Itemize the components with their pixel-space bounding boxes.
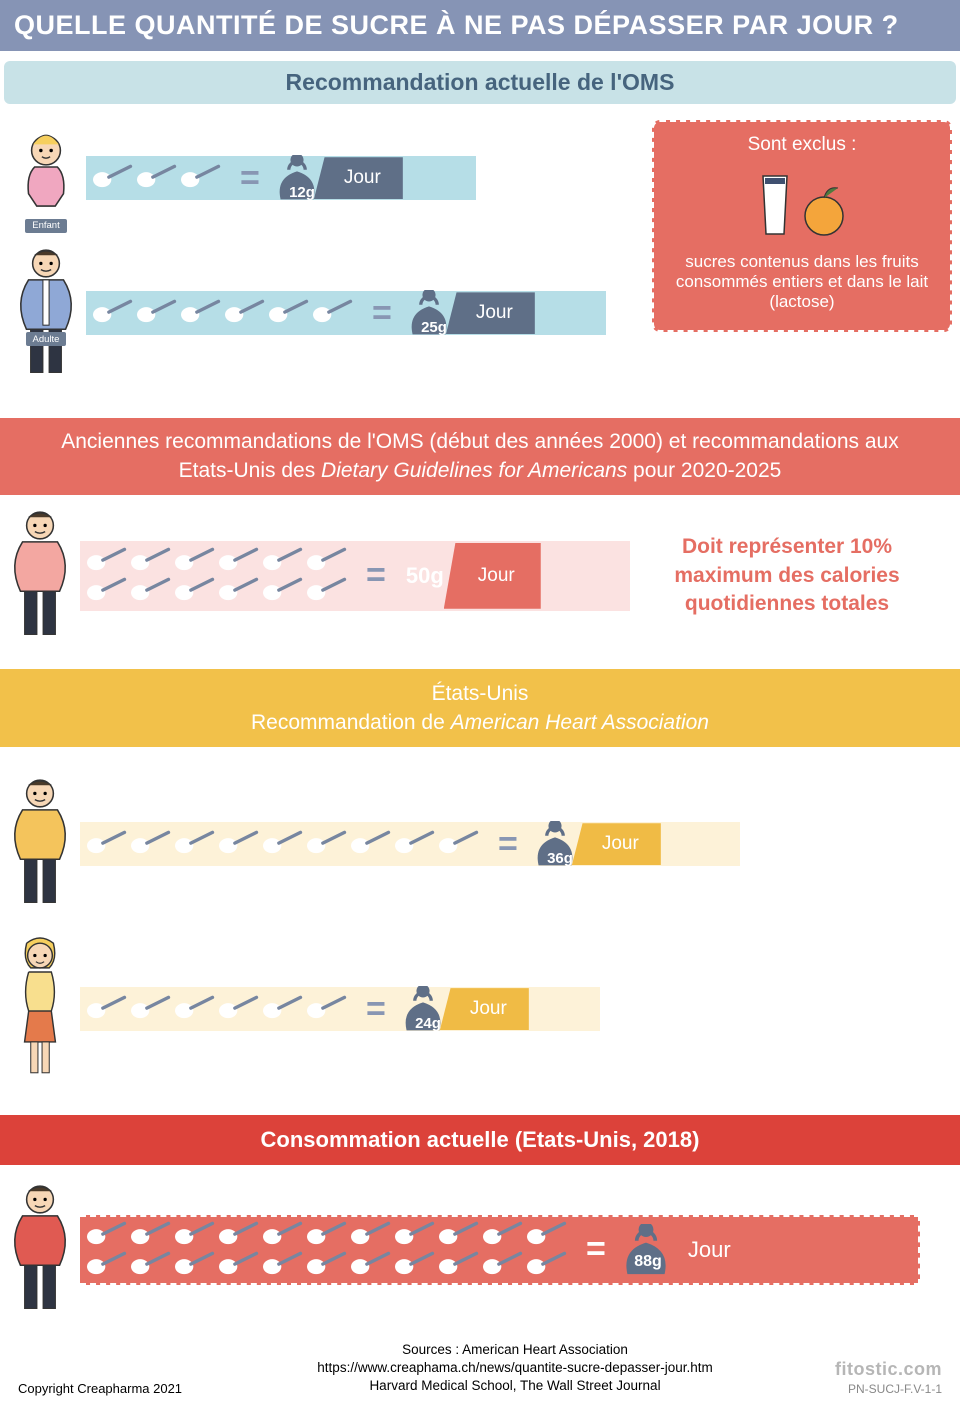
child-spoons: [86, 163, 228, 193]
footer: Copyright Creapharma 2021 Sources : Amer…: [0, 1327, 960, 1400]
weight-icon: 36g: [530, 821, 580, 867]
watermark: fitostic.com: [778, 1359, 942, 1380]
consumption-heading: Consommation actuelle (Etats-Unis, 2018): [0, 1115, 960, 1165]
adult-icon: [10, 247, 82, 381]
old-spoons: [80, 546, 354, 606]
old-heading: Anciennes recommandations de l'OMS (débu…: [0, 418, 960, 495]
sources: Sources : American Heart Association htt…: [182, 1341, 848, 1396]
milk-glass-icon: [755, 170, 795, 240]
aha-man-row: = 36g Jour: [0, 777, 960, 911]
equals-icon: =: [372, 294, 392, 333]
per-day-flag: Jour: [572, 823, 661, 865]
per-day-flag: Jour: [314, 157, 403, 199]
excluded-box: Sont exclus : sucres contenus dans les f…: [652, 120, 952, 332]
per-day-flag: Jour: [444, 543, 541, 609]
svg-text:25g: 25g: [421, 319, 447, 336]
svg-text:24g: 24g: [415, 1015, 441, 1032]
svg-text:88g: 88g: [634, 1253, 662, 1270]
page-title: QUELLE QUANTITÉ DE SUCRE À NE PAS DÉPASS…: [0, 0, 960, 51]
weight-icon: 25g: [404, 290, 454, 336]
weight-icon: 88g: [618, 1224, 674, 1276]
who-adult-row: Adulte = 25g Jour: [6, 247, 638, 381]
consumption-row: = 88g Jour: [0, 1183, 960, 1317]
equals-icon: =: [366, 990, 386, 1029]
who-heading: Recommandation actuelle de l'OMS: [4, 61, 956, 104]
orange-fruit-icon: [799, 170, 849, 240]
equals-icon: =: [240, 159, 260, 198]
man-red-icon: [4, 1183, 76, 1317]
per-day-flag: Jour: [440, 988, 529, 1030]
equals-icon: =: [498, 825, 518, 864]
old-note: Doit représenter 10% maximum des calorie…: [652, 533, 922, 618]
woman-icon: [4, 937, 76, 1081]
svg-text:36g: 36g: [547, 850, 573, 867]
doc-code: PN-SUCJ-F.V-1-1: [848, 1382, 942, 1396]
aha-man-spoons: [80, 829, 486, 859]
adult-spoons: [86, 298, 360, 328]
adult-label: Adulte: [26, 332, 67, 346]
weight-icon: 12g: [272, 155, 322, 201]
aha-woman-spoons: [80, 994, 354, 1024]
svg-text:12g: 12g: [289, 184, 315, 201]
copyright: Copyright Creapharma 2021: [18, 1381, 182, 1396]
equals-icon: =: [586, 1230, 606, 1269]
old-row: = 50g Jour Doit représenter 10% maximum …: [0, 509, 960, 643]
who-child-row: Enfant = 12g Jour: [6, 132, 638, 225]
child-icon: [10, 132, 82, 225]
per-day-flag: Jour: [688, 1237, 731, 1263]
old-grams: 50g: [406, 563, 444, 589]
excluded-text: sucres contenus dans les fruits consommé…: [670, 252, 934, 312]
aha-woman-row: = 24g Jour: [0, 937, 960, 1081]
man-yellow-icon: [4, 777, 76, 911]
child-label: Enfant: [25, 219, 66, 233]
aha-heading: États-Unis Recommandation de American He…: [0, 669, 960, 748]
who-section: Enfant = 12g Jour: [0, 114, 960, 410]
per-day-flag: Jour: [446, 292, 535, 334]
excluded-title: Sont exclus :: [670, 134, 934, 156]
adult-pink-icon: [4, 509, 76, 643]
equals-icon: =: [366, 556, 386, 595]
consumption-spoons: [80, 1220, 574, 1280]
weight-icon: 24g: [398, 986, 448, 1032]
